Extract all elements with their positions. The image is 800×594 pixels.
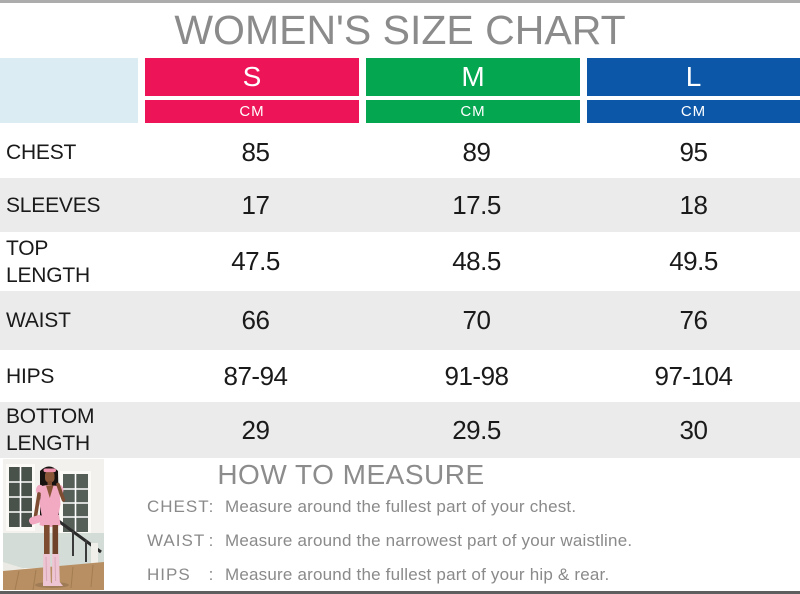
measure-colon: : (208, 497, 214, 516)
measure-text: Measure around the fullest part of your … (225, 497, 577, 516)
measure-text: Measure around the fullest part of your … (225, 565, 610, 584)
table-row: CHEST 85 89 95 (0, 127, 800, 178)
size-value-cell: 29.5 (452, 414, 501, 445)
size-column-header: M CM (366, 58, 587, 123)
size-value-cell: 49.5 (669, 246, 718, 276)
product-photo (3, 459, 104, 590)
size-label-l: L (587, 58, 800, 96)
measure-instruction: HIPS: Measure around the fullest part of … (147, 558, 632, 592)
size-value-cell: 97-104 (654, 360, 733, 391)
measure-label: CHEST (147, 497, 210, 516)
size-label-s: S (145, 58, 359, 96)
size-value-cell: 30 (679, 414, 708, 445)
measure-instruction: CHEST: Measure around the fullest part of… (147, 490, 632, 524)
size-value-cell: 18 (679, 189, 708, 220)
row-label: HIPS (6, 364, 55, 388)
size-value-cell: 17 (241, 189, 270, 220)
size-chart-table: S CM M CM L CM CHEST 85 89 95 SLEEVES 17 17.5 18 TOP … (0, 58, 800, 458)
measure-colon: : (208, 565, 214, 584)
corner-cell (0, 58, 138, 123)
measure-colon: : (208, 531, 214, 550)
size-column-header: L CM (587, 58, 800, 123)
size-value-cell: 95 (679, 137, 708, 167)
size-column-header: S CM (145, 58, 366, 123)
row-label: TOP LENGTH (6, 236, 90, 287)
row-label: CHEST (6, 141, 77, 164)
how-to-measure-list: CHEST: Measure around the fullest part of… (147, 490, 632, 592)
size-value-cell: 29 (241, 414, 270, 445)
unit-label: CM (366, 100, 580, 123)
top-divider (0, 0, 800, 3)
table-row: TOP LENGTH 47.5 48.5 49.5 (0, 232, 800, 291)
size-label-m: M (366, 58, 580, 96)
size-value-cell: 66 (241, 305, 270, 335)
table-row: SLEEVES 17 17.5 18 (0, 178, 800, 232)
size-value-cell: 70 (462, 305, 491, 335)
size-value-cell: 17.5 (452, 189, 501, 220)
measure-label: HIPS (147, 565, 191, 584)
row-label: BOTTOM LENGTH (6, 405, 95, 455)
bottom-divider (0, 591, 800, 594)
table-row: HIPS 87-94 91-98 97-104 (0, 350, 800, 402)
size-header-row: S CM M CM L CM (0, 58, 800, 123)
measure-text: Measure around the narrowest part of you… (225, 531, 633, 550)
table-row: WAIST 66 70 76 (0, 291, 800, 350)
page-title: WOMEN'S SIZE CHART (174, 7, 626, 53)
size-value-cell: 85 (241, 137, 270, 167)
measure-instruction: WAIST: Measure around the narrowest part … (147, 524, 632, 558)
size-value-cell: 89 (462, 137, 491, 167)
size-table-body: CHEST 85 89 95 SLEEVES 17 17.5 18 TOP LENGTH 47.5… (0, 127, 800, 458)
how-to-measure-heading: HOW TO MEASURE (217, 459, 485, 490)
size-value-cell: 47.5 (231, 246, 280, 276)
size-value-cell: 91-98 (444, 360, 510, 391)
row-label: WAIST (6, 309, 71, 332)
table-row: BOTTOM LENGTH 29 29.5 30 (0, 402, 800, 458)
size-value-cell: 87-94 (223, 360, 289, 391)
size-value-cell: 48.5 (452, 246, 501, 276)
size-value-cell: 76 (679, 305, 708, 335)
unit-label: CM (145, 100, 359, 123)
row-label: SLEEVES (6, 193, 101, 217)
unit-label: CM (587, 100, 800, 123)
measure-label: WAIST (147, 531, 206, 550)
